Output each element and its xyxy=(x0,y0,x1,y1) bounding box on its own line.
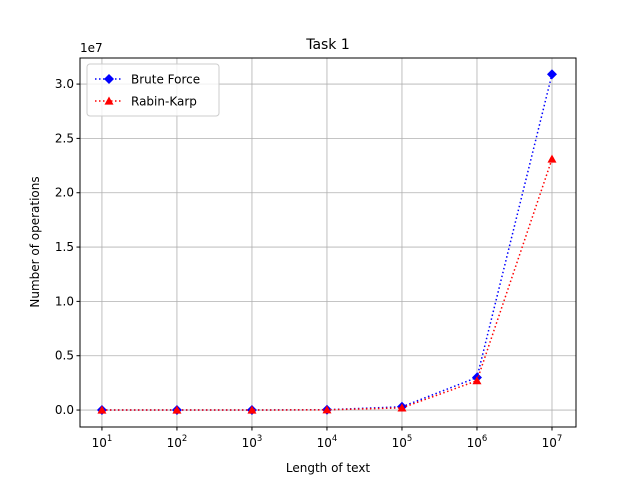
x-tick-exponent: 3 xyxy=(257,434,262,444)
y-tick-label: 0.0 xyxy=(55,403,74,417)
legend-label: Rabin-Karp xyxy=(131,95,197,109)
y-offset-label: 1e7 xyxy=(80,41,103,55)
legend: Brute Force Rabin-Karp xyxy=(86,63,220,117)
x-tick-base: 10 xyxy=(467,436,482,450)
x-tick-label: 103 xyxy=(242,434,263,450)
x-tick-label: 101 xyxy=(92,434,113,450)
y-tick-label: 2.5 xyxy=(55,131,74,145)
chart-title: Task 1 xyxy=(305,37,350,53)
y-tick-label: 0.5 xyxy=(55,349,74,363)
marker xyxy=(547,154,557,163)
x-tick-exponent: 2 xyxy=(182,434,187,444)
x-axis-label: Length of text xyxy=(286,461,371,475)
marker xyxy=(104,74,114,84)
marker xyxy=(546,69,557,80)
marker xyxy=(472,376,482,385)
marker xyxy=(97,405,107,414)
legend-label: Brute Force xyxy=(131,73,200,87)
x-tick-label: 107 xyxy=(542,434,563,450)
axes-frame xyxy=(79,57,577,428)
y-tick-label: 1.0 xyxy=(55,294,74,308)
plot xyxy=(96,69,557,416)
x-tick-exponent: 1 xyxy=(107,434,112,444)
y-axis-label: Number of operations xyxy=(28,176,42,307)
x-tick-exponent: 7 xyxy=(557,434,562,444)
y-tick-label: 2.0 xyxy=(55,186,74,200)
marker xyxy=(397,403,407,412)
x-tick-base: 10 xyxy=(242,436,257,450)
marker xyxy=(172,405,182,414)
x-tick-label: 105 xyxy=(392,434,413,450)
x-tick-base: 10 xyxy=(317,436,332,450)
x-tick-base: 10 xyxy=(167,436,182,450)
y-tick-label: 3.0 xyxy=(55,77,74,91)
marker xyxy=(104,96,114,105)
x-tick-base: 10 xyxy=(92,436,107,450)
legend-box xyxy=(86,63,220,117)
x-tick-label: 106 xyxy=(467,434,488,450)
x-tick-label: 104 xyxy=(317,434,338,450)
x-tick-label: 102 xyxy=(167,434,188,450)
x-tick-base: 10 xyxy=(542,436,557,450)
x-tick-base: 10 xyxy=(392,436,407,450)
x-tick-exponent: 5 xyxy=(407,434,412,444)
marker xyxy=(247,405,257,414)
x-tick-exponent: 4 xyxy=(332,434,337,444)
y-tick-label: 1.5 xyxy=(55,240,74,254)
marker xyxy=(322,405,332,414)
x-tick-exponent: 6 xyxy=(482,434,487,444)
